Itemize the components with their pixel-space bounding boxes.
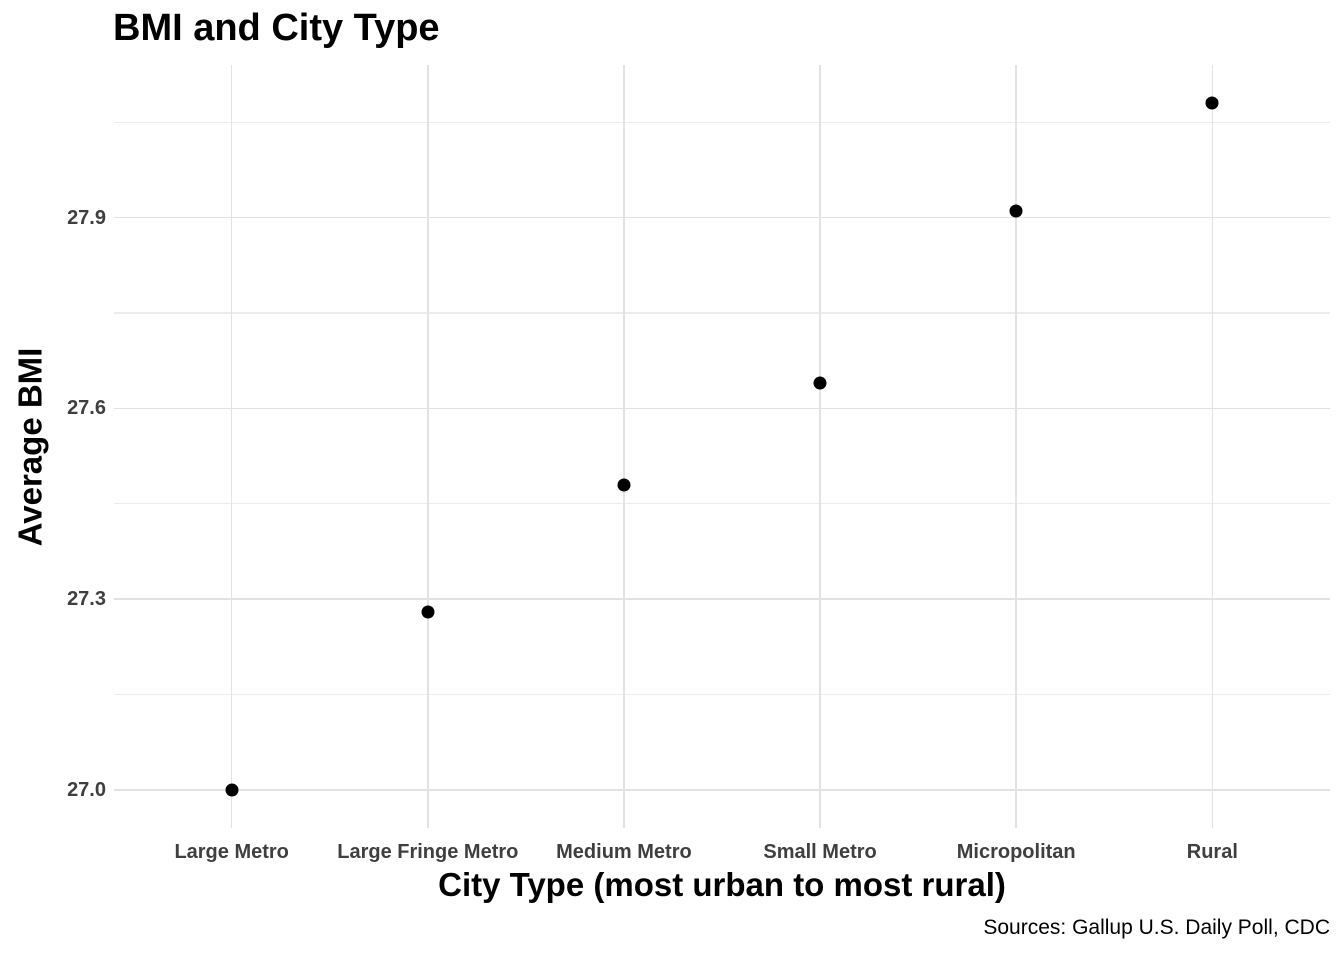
minor-gridline-y-27.45: [114, 503, 1330, 505]
chart-title: BMI and City Type: [113, 7, 440, 49]
data-point-medium-metro: [617, 478, 631, 492]
data-point-large-fringe-metro: [421, 605, 435, 619]
gridline-x-micropolitan: [1015, 65, 1017, 828]
gridline-x-large-fringe-metro: [427, 65, 429, 828]
x-tick-label-large-metro: Large Metro: [174, 841, 289, 863]
minor-gridline-y-27.15: [114, 693, 1330, 696]
source-caption: Sources: Gallup U.S. Daily Poll, CDC: [983, 916, 1330, 939]
gridline-x-rural: [1211, 65, 1214, 828]
x-tick-label-micropolitan: Micropolitan: [956, 841, 1076, 863]
y-axis-title: Average BMI: [11, 347, 49, 547]
major-gridline-y-27.9: [114, 216, 1330, 219]
x-tick-label-small-metro: Small Metro: [763, 841, 877, 863]
x-tick-label-rural: Rural: [1186, 841, 1238, 863]
data-point-large-metro: [225, 783, 239, 797]
x-tick-label-medium-metro: Medium Metro: [556, 841, 692, 863]
gridline-x-large-metro: [230, 65, 233, 828]
data-point-small-metro: [813, 376, 827, 390]
minor-gridline-y-27.75: [114, 312, 1330, 314]
data-point-micropolitan: [1009, 204, 1023, 218]
y-tick-label-27.3: 27.3: [67, 588, 106, 611]
y-tick-label-27.0: 27.0: [67, 778, 106, 801]
gridline-x-small-metro: [819, 65, 821, 828]
major-gridline-y-27.0: [114, 789, 1330, 791]
x-tick-label-large-fringe-metro: Large Fringe Metro: [337, 841, 519, 863]
major-gridline-y-27.6: [114, 407, 1330, 410]
y-tick-label-27.6: 27.6: [67, 397, 106, 420]
x-axis-title: City Type (most urban to most rural): [438, 866, 1006, 903]
y-tick-label-27.9: 27.9: [67, 206, 106, 229]
data-point-rural: [1205, 96, 1219, 110]
gridline-x-medium-metro: [623, 65, 625, 828]
plot-panel: [114, 65, 1330, 828]
minor-gridline-y-28.05: [114, 121, 1330, 123]
major-gridline-y-27.3: [114, 598, 1330, 600]
